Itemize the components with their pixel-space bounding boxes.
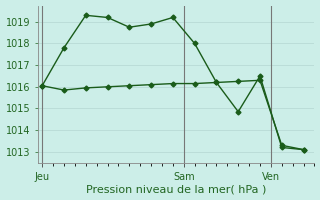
X-axis label: Pression niveau de la mer( hPa ): Pression niveau de la mer( hPa ): [86, 184, 266, 194]
